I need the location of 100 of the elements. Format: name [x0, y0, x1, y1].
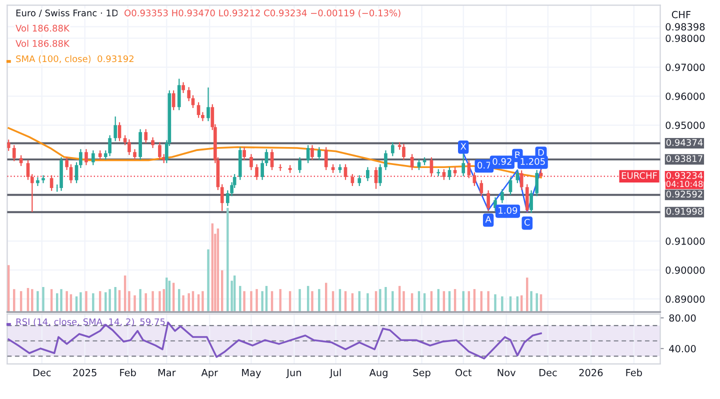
bar: [379, 289, 382, 312]
x-tick-label: Dec: [539, 369, 557, 376]
candlestick: [158, 142, 162, 160]
candlestick: [250, 154, 253, 171]
candlestick: [508, 176, 512, 196]
candlestick: [402, 143, 406, 160]
bar: [42, 286, 44, 312]
bar: [462, 291, 464, 312]
bar: [250, 291, 252, 312]
bar: [66, 291, 68, 312]
candlestick: [417, 158, 421, 171]
bar: [318, 289, 320, 312]
bar: [92, 293, 94, 312]
ref-line-label: 0.93817: [666, 155, 702, 162]
y-tick-label: 0.91000: [666, 238, 705, 245]
candlestick: [298, 156, 302, 174]
annotation: EURCHF: [622, 172, 657, 179]
ref-line-label: 0.91998: [666, 208, 703, 215]
y-tick-label: 0.98398: [666, 23, 705, 31]
bar: [402, 291, 405, 312]
candlestick: [220, 184, 224, 212]
candlestick: [133, 148, 136, 160]
bar: [384, 286, 387, 312]
chart-title: Euro / Swiss Franc · 1D: [16, 9, 118, 18]
bar: [85, 291, 88, 312]
candlestick: [520, 170, 524, 191]
candlestick: [260, 160, 264, 180]
bar: [501, 296, 504, 312]
x-tick-label: Mar: [158, 369, 176, 376]
candlestick: [42, 174, 45, 184]
bar: [487, 291, 490, 312]
x-tick-label: May: [242, 369, 261, 378]
candlestick: [151, 136, 154, 149]
y-axis-title: CHF: [672, 10, 690, 18]
candlestick: [12, 144, 16, 162]
y-tick-label: 80.00: [669, 314, 696, 322]
bar: [60, 289, 62, 312]
candlestick: [182, 82, 185, 94]
candlestick: [69, 164, 73, 184]
annotation: X: [460, 143, 466, 150]
candlestick: [480, 180, 484, 197]
bar: [152, 291, 154, 312]
bar: [104, 292, 107, 312]
annotation: C: [524, 218, 530, 226]
annotation: 0.7: [478, 162, 491, 169]
bar: [202, 291, 204, 312]
candlestick: [7, 139, 10, 152]
bar: [114, 286, 116, 312]
chart-subtitle: O0.93353 H0.93470 L0.93212 C0.93234 −0.00119 (−0.13%): [124, 9, 400, 18]
text: 04:10:48: [666, 180, 703, 188]
candlestick: [196, 102, 200, 118]
candlestick: [500, 188, 504, 204]
candlestick: [50, 174, 54, 192]
candlestick: [270, 148, 274, 171]
candlestick: [74, 162, 78, 184]
candlestick: [535, 169, 539, 197]
bar: [139, 289, 142, 312]
bar: [166, 278, 168, 312]
x-tick-label: Dec: [33, 369, 51, 376]
y-tick-label: 0.98000: [666, 34, 705, 42]
candlestick: [19, 154, 23, 167]
candlestick: [525, 184, 529, 213]
candlestick: [226, 190, 230, 207]
ref-line-label: 0.92592: [666, 190, 702, 198]
candlestick: [114, 116, 118, 142]
x-tick-label: Oct: [456, 368, 472, 376]
annotation: D: [538, 149, 544, 156]
x-tick-label: 2026: [579, 368, 603, 376]
x-tick-label: Jul: [329, 368, 341, 378]
candlestick: [177, 78, 181, 111]
legend-label: RSI (14, close, SMA, 14, 2): [16, 318, 134, 326]
annotation: 59.75: [140, 318, 165, 326]
candlestick: [324, 146, 328, 171]
bar: [207, 249, 210, 312]
candlestick: [201, 112, 204, 122]
y-tick-label: 40.00: [669, 345, 696, 352]
candlestick: [92, 150, 95, 166]
candlestick: [390, 142, 394, 157]
candlestick: [242, 146, 246, 160]
bar: [298, 289, 301, 312]
annotation: A: [485, 216, 492, 223]
ref-line-label: 0.94374: [666, 139, 703, 146]
candlestick: [384, 150, 388, 171]
candlestick: [442, 168, 446, 180]
candlestick: [310, 144, 314, 160]
x-tick-label: Feb: [120, 368, 136, 376]
candlestick: [206, 86, 210, 122]
candlestick: [358, 174, 362, 187]
y-tick-label: 0.96000: [666, 92, 705, 100]
y-tick-label: 0.95000: [666, 122, 705, 129]
bar: [226, 208, 229, 312]
bar: [144, 293, 147, 312]
candlestick: [26, 160, 30, 180]
bar: [261, 291, 264, 312]
x-tick-label: Apr: [201, 369, 218, 378]
x-tick-label: Jun: [286, 369, 301, 378]
bar: [188, 293, 190, 312]
y-tick-label: 0.89000: [666, 295, 705, 303]
y-tick-label: 0.97000: [666, 64, 705, 72]
bar: [158, 291, 161, 312]
